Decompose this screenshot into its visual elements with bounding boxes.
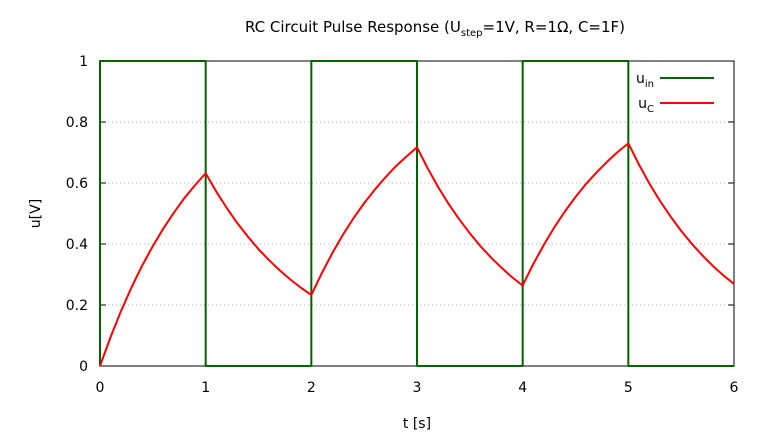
y-tick-label: 0.6 <box>66 176 88 192</box>
x-tick-label: 5 <box>624 380 633 396</box>
x-tick-label: 6 <box>730 380 739 396</box>
legend-label: uin <box>636 71 654 90</box>
x-axis-label: t [s] <box>403 416 431 432</box>
series-line-u-in <box>99 60 734 367</box>
y-tick-label: 0.8 <box>66 115 88 131</box>
y-tick-label: 0.2 <box>66 298 88 314</box>
series-line-u-c <box>99 142 735 367</box>
series-group <box>99 60 735 367</box>
y-tick-label: 0.4 <box>66 237 88 253</box>
chart-title: RC Circuit Pulse Response (Ustep=1V, R=1… <box>245 18 625 39</box>
legend: uin uC <box>636 71 714 115</box>
y-axis-label: u[V] <box>28 199 44 228</box>
x-tick-label: 0 <box>96 380 105 396</box>
y-tick-label: 0 <box>79 359 88 375</box>
axis-ticks: 0 1 2 3 4 5 6 0 0.2 0.4 0.6 0.8 1 <box>66 54 739 396</box>
y-tick-label: 1 <box>79 54 88 70</box>
x-tick-label: 3 <box>413 380 422 396</box>
x-tick-label: 4 <box>518 380 527 396</box>
x-tick-label: 1 <box>201 380 210 396</box>
legend-label: uC <box>638 96 654 115</box>
x-tick-label: 2 <box>307 380 316 396</box>
